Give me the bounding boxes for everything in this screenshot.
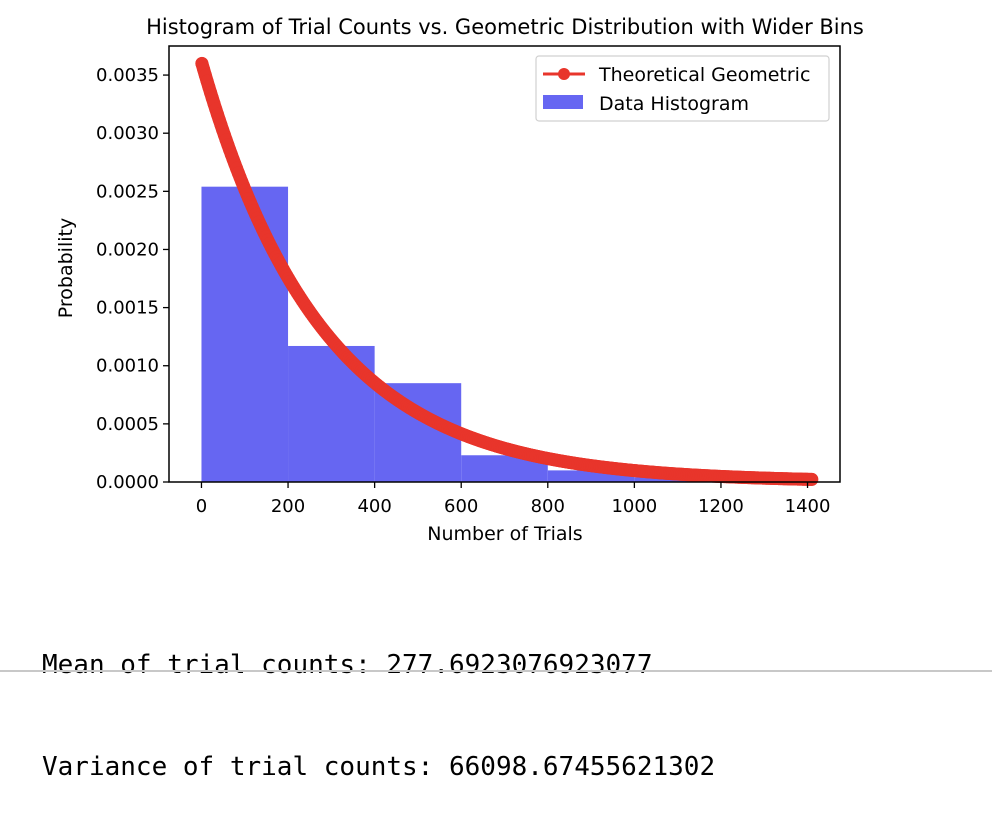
y-tick-label: 0.0025 xyxy=(96,181,159,202)
histogram-bar xyxy=(547,470,635,482)
y-tick-label: 0.0015 xyxy=(96,298,159,319)
x-tick-label: 800 xyxy=(531,496,565,517)
console-output: Mean of trial counts: 277.6923076923077 … xyxy=(42,580,715,818)
y-tick-label: 0.0030 xyxy=(96,123,159,144)
variance-output-line: Variance of trial counts: 66098.67455621… xyxy=(42,752,716,782)
x-tick-label: 0 xyxy=(196,496,207,517)
x-tick-label: 1400 xyxy=(785,496,831,517)
legend-label-theoretical: Theoretical Geometric xyxy=(598,64,810,86)
theoretical-point xyxy=(804,472,818,486)
y-tick-label: 0.0000 xyxy=(96,472,159,493)
y-axis-label: Probability xyxy=(55,218,77,318)
legend-frame xyxy=(535,55,830,122)
legend-swatch-histogram xyxy=(543,95,583,109)
legend-dot-marker xyxy=(558,68,570,80)
legend-label-histogram: Data Histogram xyxy=(599,93,749,115)
x-tick-label: 600 xyxy=(444,496,478,517)
x-axis-label: Number of Trials xyxy=(427,523,582,545)
y-tick-label: 0.0020 xyxy=(96,239,159,260)
cell-divider xyxy=(0,670,992,672)
mean-output-line: Mean of trial counts: 277.6923076923077 xyxy=(42,650,653,680)
x-tick-label: 1000 xyxy=(611,496,657,517)
y-tick-label: 0.0005 xyxy=(96,414,159,435)
y-tick-label: 0.0035 xyxy=(96,65,159,86)
histogram-chart: Histogram of Trial Counts vs. Geometric … xyxy=(55,15,864,545)
x-tick-label: 400 xyxy=(357,496,391,517)
chart-title: Histogram of Trial Counts vs. Geometric … xyxy=(146,15,864,39)
plot-frame xyxy=(168,45,841,483)
x-tick-label: 200 xyxy=(271,496,305,517)
x-tick-label: 1200 xyxy=(698,496,744,517)
y-tick-label: 0.0010 xyxy=(96,356,159,377)
legend: Theoretical Geometric Data Histogram xyxy=(535,55,830,122)
axes: 0 200 400 600 800 1000 1200 1400 0.0000 0.0005 0.0… xyxy=(96,45,841,517)
theoretical-curve xyxy=(195,56,819,486)
histogram-bar xyxy=(201,186,289,482)
